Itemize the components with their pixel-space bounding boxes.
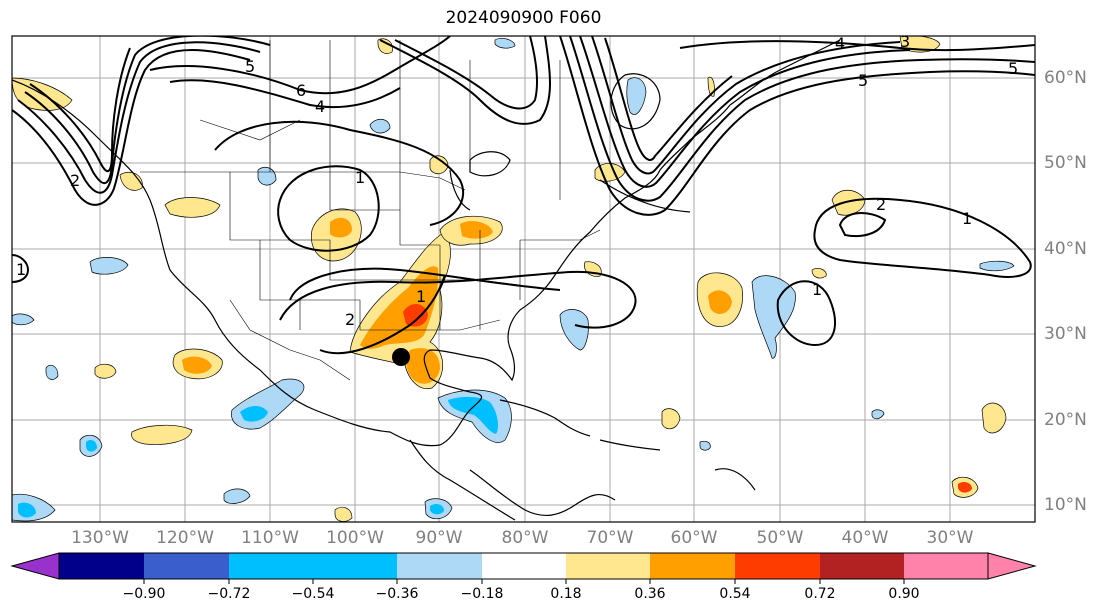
contour-label: 1 <box>962 209 972 228</box>
lon-label: 100°W <box>326 528 384 548</box>
contour-low <box>319 274 446 355</box>
positive-anomaly-plains-core <box>330 217 352 238</box>
colorbar-segment <box>144 553 229 579</box>
map-frame <box>11 35 1036 523</box>
positive-anomaly-max <box>403 303 428 327</box>
contour-west-trough-2 <box>17 41 261 194</box>
contour-label: 2 <box>70 171 80 190</box>
contour-ocean-high-2 <box>838 212 887 238</box>
contour-atlantic-trough-4 <box>591 36 901 175</box>
lon-label: 120°W <box>156 528 214 548</box>
colorbar-segment <box>229 553 313 579</box>
contour-ocean-high-1 <box>813 197 1032 278</box>
contour-mid-loop <box>214 120 465 226</box>
contour-west-trough-1 <box>12 49 251 206</box>
contour-ridge-2 <box>169 79 401 109</box>
lon-label: 110°W <box>241 528 299 548</box>
negative-anomaly-caribbean-core <box>448 396 498 434</box>
contour-atlantic-trough-2 <box>569 36 1035 202</box>
colorbar-segment <box>397 553 482 579</box>
positive-anomaly-atlantic-core <box>708 290 732 314</box>
contour-label: 5 <box>858 71 868 90</box>
contour-central-1 <box>289 267 561 301</box>
negative-anomaly-atlantic <box>751 275 796 359</box>
colorbar <box>10 552 1037 584</box>
coastlines <box>12 39 841 521</box>
map-area <box>12 36 1035 522</box>
map-title: 2024090900 F060 <box>445 8 602 28</box>
storm-center-dot <box>392 348 410 366</box>
colorbar-tick-label: 0.90 <box>888 586 920 602</box>
contour-label: 3 <box>900 32 910 51</box>
colorbar-tick-label: −0.54 <box>291 586 335 602</box>
contour-label: 1 <box>16 260 26 279</box>
colorbar-tick-label: 0.72 <box>804 586 836 602</box>
contours <box>12 36 1035 355</box>
lon-label: 30°W <box>926 528 974 548</box>
lon-label: 40°W <box>841 528 889 548</box>
lon-label: 50°W <box>756 528 804 548</box>
contour-east-ridge-2 <box>394 36 539 110</box>
colorbar-tick-label: 0.18 <box>550 586 582 602</box>
lat-label: 50°N <box>1044 153 1087 173</box>
contour-atlantic-trough-5 <box>604 37 733 161</box>
colorbar-segment <box>566 553 650 579</box>
contour-label: 4 <box>835 34 845 53</box>
contour-high-loop-1 <box>277 165 380 252</box>
contour-label: 1 <box>812 280 822 299</box>
lon-label: 90°W <box>415 528 463 548</box>
colorbar-tick-label: −0.18 <box>460 586 504 602</box>
colorbar-tick-label: −0.90 <box>122 586 166 602</box>
lon-label: 130°W <box>71 528 129 548</box>
contour-label: 1 <box>355 168 365 187</box>
contour-label: 1 <box>416 287 426 306</box>
anomaly-fills <box>12 36 1015 522</box>
positive-anomaly-caribbean-east <box>981 402 1007 434</box>
contour-pacific-edge <box>12 254 30 283</box>
contour-label: 6 <box>296 81 306 100</box>
contour-label: 5 <box>1008 59 1018 78</box>
lat-label: 10°N <box>1044 495 1087 515</box>
colorbar-segment <box>313 553 397 579</box>
positive-anomaly-mexico-core <box>182 356 212 374</box>
contour-east-ridge <box>379 36 551 125</box>
colorbar-tick-label: 0.54 <box>719 586 751 602</box>
colorbar-tick-label: 0.36 <box>634 586 666 602</box>
contour-labels: 5 6 4 1 1 2 2 1 4 5 3 5 1 1 2 <box>16 32 1018 329</box>
colorbar-segment <box>59 553 144 579</box>
colorbar-tick-label: −0.36 <box>375 586 419 602</box>
colorbar-extend-high <box>987 552 1037 580</box>
positive-anomaly-pacific <box>131 424 193 445</box>
contour-label: 5 <box>245 57 255 76</box>
colorbar-segment <box>820 553 904 579</box>
contour-label: 2 <box>345 310 355 329</box>
contour-atlantic-trough-3 <box>579 36 911 188</box>
colorbar-extend-low <box>10 552 60 580</box>
contour-ocean-loop <box>776 280 836 347</box>
contour-atlantic-trough-1 <box>559 36 1035 216</box>
lon-label: 60°W <box>670 528 718 548</box>
colorbar-tick-label: −0.72 <box>207 586 251 602</box>
colorbar-segment <box>650 553 735 579</box>
contour-label: 2 <box>876 195 886 214</box>
positive-anomaly-south-plains-core <box>360 266 439 349</box>
colorbar-segment <box>482 553 566 579</box>
lat-label: 40°N <box>1044 239 1087 259</box>
colorbar-segment <box>735 553 820 579</box>
lat-label: 60°N <box>1044 68 1087 88</box>
positive-anomaly-gulf-coast-core <box>406 348 440 384</box>
gridlines <box>12 36 1035 522</box>
lat-label: 20°N <box>1044 410 1087 430</box>
contour-north-atlantic <box>679 40 1035 52</box>
contour-label: 4 <box>315 97 325 116</box>
lon-label: 70°W <box>586 528 634 548</box>
colorbar-segment <box>904 553 988 579</box>
contour-west-trough-3 <box>24 36 271 184</box>
lat-label: 30°N <box>1044 324 1087 344</box>
contour-west-trough-4 <box>29 47 131 173</box>
positive-anomaly-ohio-valley-core <box>460 221 493 239</box>
lon-label: 80°W <box>501 528 549 548</box>
contour-central-2 <box>279 270 637 329</box>
